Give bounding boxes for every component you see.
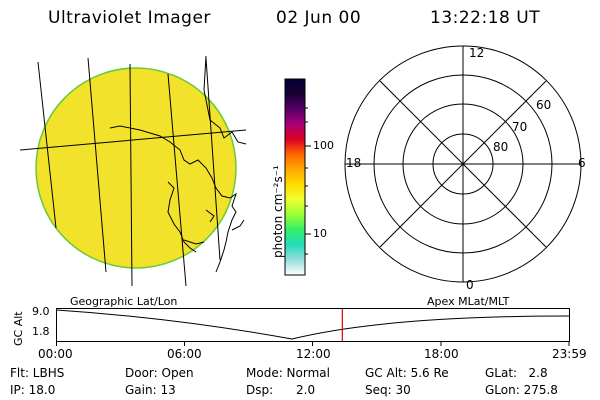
info-gain: Gain: 13 — [125, 383, 176, 397]
colorbar-tick-10: 10 — [313, 227, 327, 240]
date-label: 02 Jun 00 — [276, 8, 362, 28]
mlat-label-80: 80 — [493, 140, 509, 154]
altitude-ytick-low: 1.8 — [32, 325, 50, 338]
colorbar-tick-100: 100 — [313, 139, 334, 152]
color-bar — [284, 78, 311, 276]
mlt-label-12: 12 — [469, 46, 485, 60]
info-flt: Flt: LBHS — [10, 366, 65, 380]
info-glon: GLon: 275.8 — [485, 383, 558, 397]
info-gc-alt: GC Alt: 5.6 Re — [365, 366, 449, 380]
instrument-title: Ultraviolet Imager — [48, 8, 211, 28]
info-dsp: Dsp: 2.0 — [246, 383, 316, 397]
xtick-1800: 18:00 — [424, 347, 459, 361]
altitude-strip — [56, 308, 570, 346]
xtick-0600: 06:00 — [167, 347, 202, 361]
xtick-0000: 00:00 — [38, 347, 73, 361]
mlat-label-60: 60 — [536, 98, 552, 112]
info-seq: Seq: 30 — [365, 383, 411, 397]
coastline — [109, 55, 247, 273]
info-mode: Mode: Normal — [246, 366, 330, 380]
polar-plot — [344, 45, 582, 283]
mlat-label-70: 70 — [512, 120, 528, 134]
xtick-1200: 12:00 — [296, 347, 331, 361]
xtick-2359: 23:59 — [552, 347, 587, 361]
apex-coords-label: Apex MLat/MLT — [427, 295, 510, 308]
colorbar-unit-label: photon cm⁻²s⁻¹ — [271, 165, 285, 258]
info-ip: IP: 18.0 — [10, 383, 56, 397]
lat-lon-grid — [20, 57, 247, 287]
altitude-ytick-high: 9.0 — [32, 305, 50, 318]
time-label: 13:22:18 UT — [430, 8, 541, 28]
altitude-axis-label: GC Alt — [12, 311, 25, 346]
mlt-label-0: 0 — [466, 278, 474, 292]
geographic-coords-label: Geographic Lat/Lon — [70, 295, 178, 308]
mlt-label-6: 6 — [578, 156, 586, 170]
mlt-label-18: 18 — [346, 156, 362, 170]
info-glat: GLat: 2.8 — [485, 366, 548, 380]
info-door: Door: Open — [125, 366, 194, 380]
geographic-map — [20, 55, 247, 287]
